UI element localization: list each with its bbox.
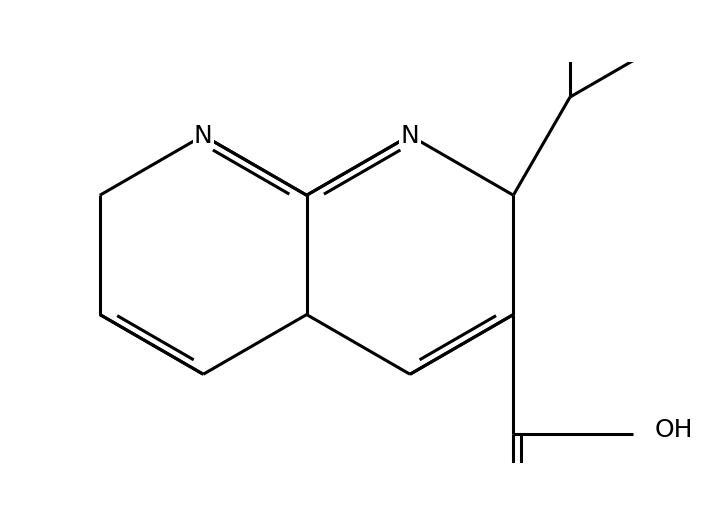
Text: OH: OH bbox=[654, 418, 693, 442]
Text: N: N bbox=[194, 124, 213, 148]
Text: N: N bbox=[401, 124, 419, 148]
